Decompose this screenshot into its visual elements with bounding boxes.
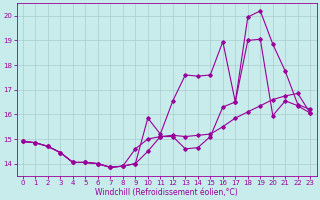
X-axis label: Windchill (Refroidissement éolien,°C): Windchill (Refroidissement éolien,°C) bbox=[95, 188, 238, 197]
